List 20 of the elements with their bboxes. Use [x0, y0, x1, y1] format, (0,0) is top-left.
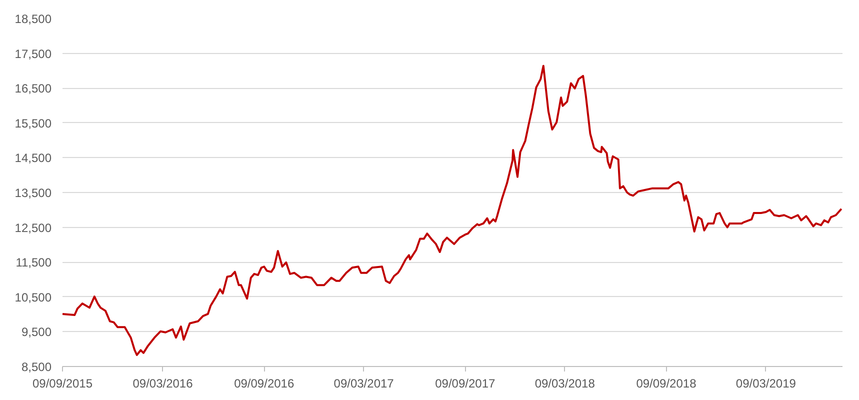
- y-tick-label: 10,500: [14, 290, 52, 304]
- y-tick-label: 8,500: [21, 360, 52, 374]
- x-tick-label: 09/03/2016: [132, 376, 194, 390]
- x-tick-label: 09/03/2017: [334, 376, 394, 390]
- x-tick-label: 09/03/2019: [736, 376, 796, 390]
- x-tick-label: 09/03/2018: [534, 376, 596, 390]
- line-series: [62, 64, 842, 356]
- x-tick-label: 09/09/2015: [32, 376, 93, 390]
- x-tick-label: 09/09/2017: [435, 376, 496, 390]
- y-tick-label: 15,500: [14, 116, 52, 130]
- y-tick-label: 16,500: [14, 82, 52, 96]
- x-tick-label: 09/09/2016: [234, 376, 294, 390]
- y-tick-label: 13,500: [14, 186, 52, 200]
- y-tick-label: 9,500: [21, 325, 52, 340]
- y-tick-label: 18,500: [14, 12, 52, 26]
- y-tick-label: 14,500: [14, 151, 52, 166]
- y-tick-label: 11,500: [16, 256, 52, 270]
- y-tick-label: 12,500: [14, 220, 52, 235]
- y-tick-label: 17,500: [14, 46, 52, 61]
- x-tick-label: 09/09/2018: [636, 376, 697, 390]
